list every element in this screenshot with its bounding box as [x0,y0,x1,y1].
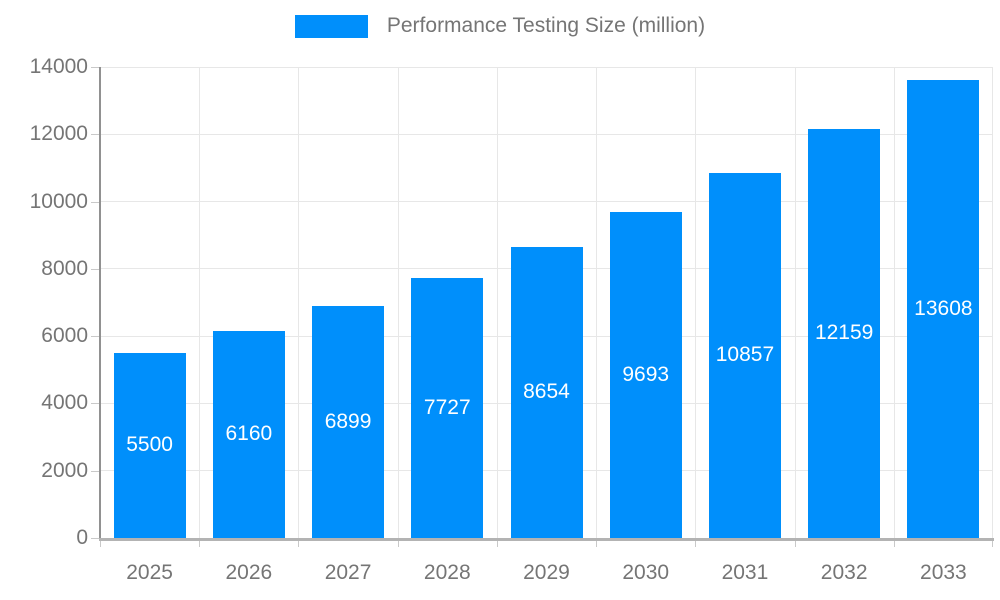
bar-2029[interactable] [510,246,583,538]
y-tick-label: 0 [76,526,88,549]
gridline-h [100,66,993,68]
bar-value-label: 13608 [914,297,973,321]
x-tick-label: 2025 [126,561,173,584]
x-tick [596,540,598,547]
gridline-v [397,67,399,538]
gridline-v [596,67,598,538]
gridline-v [496,67,498,538]
bar-value-label: 12159 [814,321,874,345]
x-tick-label: 2028 [423,561,471,584]
x-tick [100,540,101,547]
x-tick [794,540,796,547]
x-tick-label: 2033 [920,561,967,584]
gridline-v [298,67,300,538]
y-tick [91,538,99,539]
bar-2027[interactable] [312,305,385,538]
y-axis-line [99,67,101,540]
y-tick-label: 4000 [41,391,88,415]
x-tick-label: 2031 [721,561,769,584]
bar-value-label: 8654 [523,380,570,404]
bar-2026[interactable] [212,330,285,538]
y-tick-label: 14000 [29,55,88,78]
x-tick-label: 2030 [622,561,670,584]
x-tick-label: 2032 [820,561,868,584]
gridline-v [794,67,796,538]
plot-area: 5500 6160 6899 7727 8654 9693 10857 12159 13608 [100,66,993,538]
bar-2031[interactable] [708,172,781,538]
y-tick-label: 10000 [29,189,88,213]
bar-value-label: 9693 [622,362,670,386]
bar-value-label: 10857 [715,343,775,367]
y-tick [91,201,99,203]
y-tick [91,470,99,472]
y-tick [91,67,99,68]
x-tick [496,540,498,547]
x-tick-label: 2029 [523,561,570,584]
gridline-h [100,201,993,203]
x-tick [695,540,697,547]
bar-2033[interactable] [907,80,980,538]
bar-value-label: 5500 [126,433,173,457]
bar-value-label: 6160 [225,422,273,446]
gridline-v [992,67,993,538]
bar-2032[interactable] [808,128,881,538]
x-axis-line [99,538,994,541]
bar-value-label: 7727 [423,396,471,420]
y-tick-label: 12000 [29,122,88,146]
x-tick [397,540,399,547]
x-tick [893,540,895,547]
x-tick-label: 2027 [324,561,372,584]
y-tick-label: 8000 [41,256,88,280]
x-tick [199,540,201,547]
bar-2025[interactable] [113,352,186,538]
x-tick [298,540,300,547]
gridline-v [893,67,895,538]
y-tick [91,336,99,338]
legend-label: Performance Testing Size (million) [386,14,706,37]
bar-2030[interactable] [609,211,682,538]
y-tick-label: 6000 [41,324,88,348]
gridline-v [199,67,201,538]
x-tick-label: 2026 [225,561,273,584]
bar-2028[interactable] [411,278,484,538]
y-tick [91,268,99,270]
chart-legend[interactable]: Performance Testing Size (million) [0,14,1000,38]
bar-value-label: 6899 [324,409,372,433]
y-tick [91,134,99,136]
y-tick-label: 2000 [41,458,88,482]
x-tick [992,540,993,547]
y-tick [91,403,99,405]
legend-swatch [294,14,368,38]
gridline-h [100,133,993,135]
gridline-v [695,67,697,538]
